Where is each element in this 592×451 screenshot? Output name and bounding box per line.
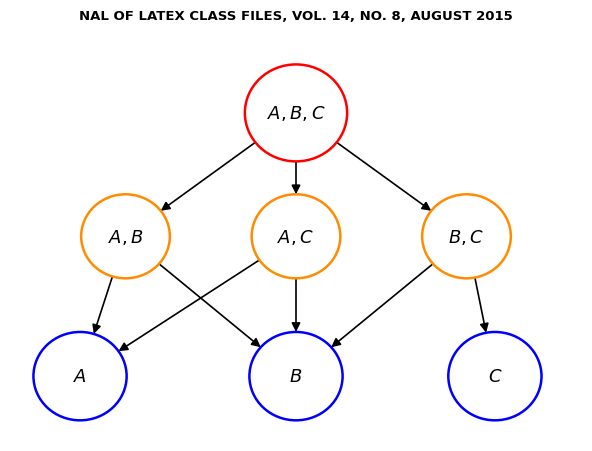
Ellipse shape — [33, 332, 127, 420]
Text: $A$: $A$ — [73, 367, 87, 385]
Text: $A, C$: $A, C$ — [278, 227, 314, 246]
Ellipse shape — [252, 195, 340, 279]
Text: $B$: $B$ — [289, 367, 303, 385]
Ellipse shape — [245, 65, 347, 162]
Ellipse shape — [249, 332, 343, 420]
Text: NAL OF LATEX CLASS FILES, VOL. 14, NO. 8, AUGUST 2015: NAL OF LATEX CLASS FILES, VOL. 14, NO. 8… — [79, 10, 513, 23]
Text: $A, B, C$: $A, B, C$ — [267, 104, 325, 123]
Text: $A, B$: $A, B$ — [108, 227, 143, 246]
Text: $C$: $C$ — [488, 367, 502, 385]
Ellipse shape — [448, 332, 542, 420]
Ellipse shape — [422, 195, 511, 279]
Ellipse shape — [81, 195, 170, 279]
Text: $B, C$: $B, C$ — [449, 227, 484, 246]
